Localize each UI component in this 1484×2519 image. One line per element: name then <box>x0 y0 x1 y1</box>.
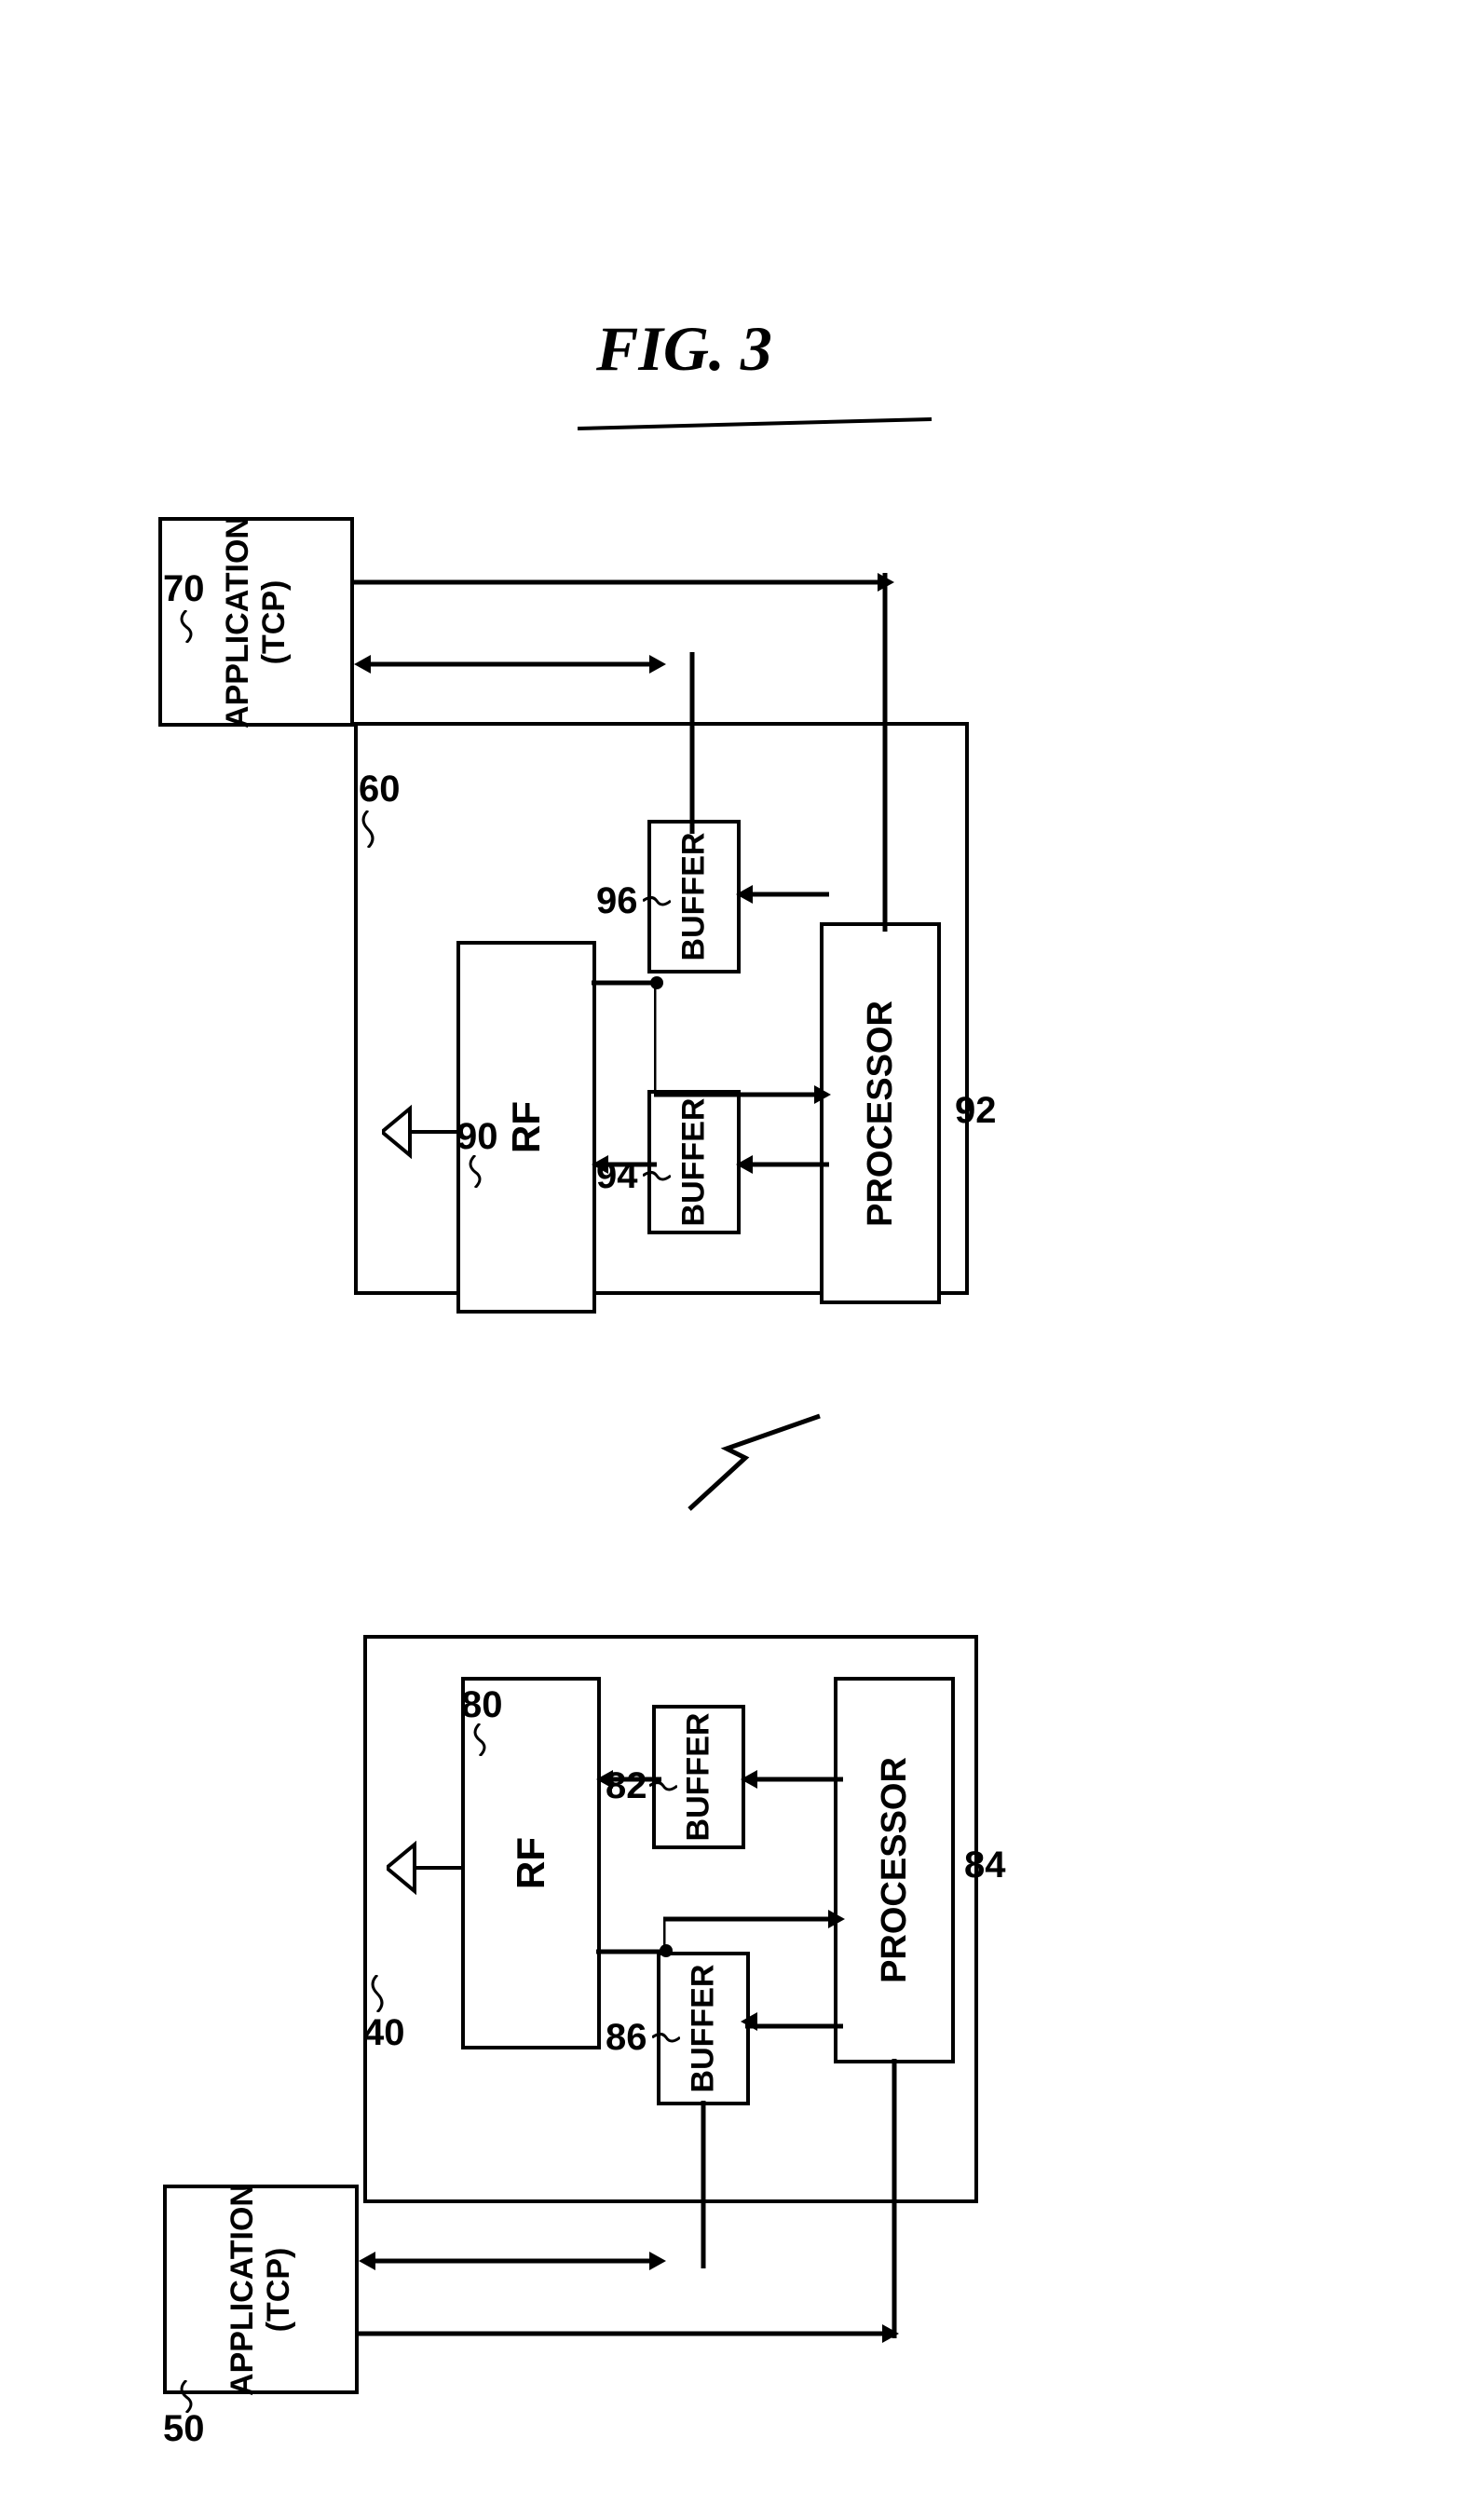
ref-90: 90 <box>456 1116 498 1158</box>
squiggle-90 <box>461 1155 498 1188</box>
arrow-proc84-buffer82 <box>741 1765 843 1793</box>
processor-left-label: PROCESSOR <box>875 1757 915 1983</box>
arrow-app50-proc84 <box>359 2320 899 2348</box>
squiggle-96 <box>643 890 671 913</box>
arrow-seg-proc-v2 <box>876 573 894 932</box>
buffer-96-label: BUFFER <box>676 833 713 961</box>
app-left-label: APPLICATION (TCP) <box>225 2184 297 2396</box>
squiggle-60 <box>354 810 391 848</box>
arrow-rf90-down <box>592 974 657 992</box>
arrow-app70-buffer96 <box>354 646 666 683</box>
arrow-seg-proc-v <box>885 2059 904 2338</box>
squiggle-86 <box>652 2026 680 2049</box>
processor-left: PROCESSOR <box>834 1677 955 2063</box>
buffer-82-label: BUFFER <box>681 1713 717 1842</box>
arrow-node-proc-right <box>654 974 831 1109</box>
ref-92: 92 <box>955 1090 997 1132</box>
processor-right: PROCESSOR <box>820 922 941 1304</box>
ref-60: 60 <box>359 769 401 810</box>
ref-96: 96 <box>596 880 638 922</box>
buffer-86-label: BUFFER <box>686 1965 722 2093</box>
figure-title: FIG. 3 <box>596 312 772 386</box>
buffer-94: BUFFER <box>647 1090 741 1234</box>
ref-86: 86 <box>606 2017 647 2059</box>
arrow-seg-v2 <box>683 652 701 834</box>
antenna-right <box>382 1099 461 1164</box>
ref-80: 80 <box>461 1684 503 1726</box>
ref-84: 84 <box>964 1845 1006 1886</box>
arrow-buffer94-rf90 <box>592 1151 657 1178</box>
squiggle-50 <box>172 2380 210 2413</box>
processor-right-label: PROCESSOR <box>861 1001 901 1227</box>
arrow-proc92-buffer94 <box>736 1151 829 1178</box>
rf-left-label: RF <box>509 1837 553 1889</box>
arrow-buffer96-proc92 <box>736 894 829 904</box>
arrow-app70-proc92 <box>354 568 894 596</box>
ref-50: 50 <box>163 2408 205 2450</box>
arrow-app50-buffer86 <box>359 2242 666 2280</box>
rf-right-label: RF <box>504 1101 549 1153</box>
ref-70: 70 <box>163 568 205 610</box>
buffer-94-label: BUFFER <box>676 1098 713 1227</box>
arrow-node-proc-left <box>663 1910 845 1966</box>
arrow-rf80-down <box>596 1942 666 1961</box>
app-right-label: APPLICATION (TCP) <box>220 516 293 728</box>
arrow-buffer82-rf80 <box>596 1765 661 1793</box>
wireless-link <box>680 1407 829 1518</box>
title-line <box>578 415 950 443</box>
application-left: APPLICATION (TCP) <box>163 2185 359 2394</box>
squiggle-70 <box>172 610 210 643</box>
squiggle-40 <box>363 1975 401 2012</box>
squiggle-80 <box>466 1723 503 1756</box>
ref-40: 40 <box>363 2012 405 2054</box>
arrow-buffer86-proc84 <box>745 2012 843 2040</box>
arrow-proc84-buffer86 <box>741 2008 759 2036</box>
antenna-left <box>387 1835 466 1900</box>
arrow-seg-v1 <box>694 2101 713 2268</box>
